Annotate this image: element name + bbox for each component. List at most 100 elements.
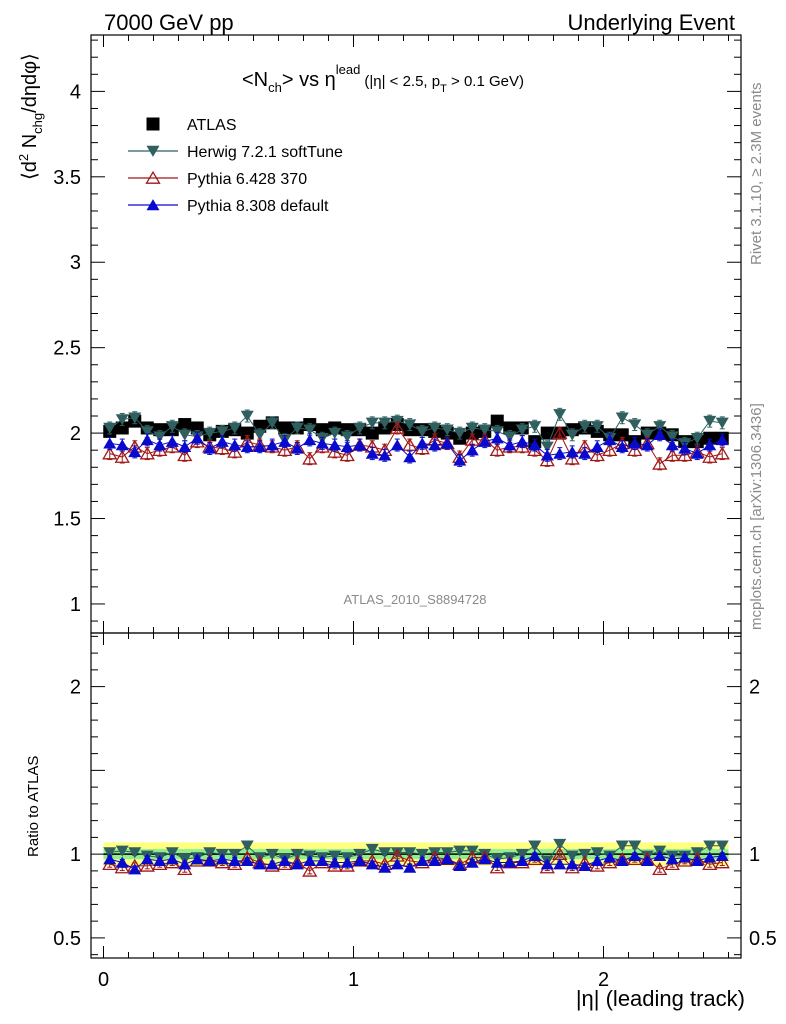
data-point [340,440,354,452]
legend-marker [146,199,160,211]
y-tick-label-right: 0.5 [749,928,777,950]
data-point [114,449,130,463]
y-tick-label: 3 [70,252,81,274]
data-point [628,437,642,449]
data-point [578,447,592,459]
data-point [327,444,343,458]
data-point [440,424,454,436]
data-point [165,421,179,433]
data-point [340,856,354,868]
legend-marker [146,145,160,157]
data-point [602,443,618,457]
series-pythia-8-308-default [103,428,729,467]
data-point [578,421,592,433]
data-point [328,439,342,451]
data-point [140,426,154,438]
data-point [339,448,355,462]
data-point [503,431,517,443]
data-point [278,435,292,447]
data-point [565,850,579,862]
data-point [302,451,318,465]
data-point [478,424,492,436]
series-pythia-8-308-default [103,849,729,875]
data-point [415,426,429,438]
data-point [478,435,492,447]
data-point [115,421,129,435]
data-point [378,417,392,429]
data-point [590,847,604,859]
data-point [465,422,479,434]
data-point [365,426,379,440]
y-tick-label: 2 [70,677,81,699]
data-point [203,427,217,439]
data-point [415,437,429,449]
data-point [665,853,679,865]
data-point [578,860,592,872]
data-point [489,443,505,457]
data-point [265,858,279,870]
data-point [540,426,554,440]
legend-item-atlas: ATLAS [146,117,237,134]
data-point [653,428,667,441]
data-point [690,854,704,867]
data-point [378,847,392,859]
y-tick-label: 3.5 [53,167,81,189]
data-point [703,439,717,451]
rivet-label: Rivet 3.1.10, ≥ 2.3M events [748,83,765,266]
y-tick-label-right: 1 [749,844,760,866]
y-tick-label: 2 [70,423,81,445]
data-point [615,428,629,442]
data-point [564,451,580,465]
data-point [303,854,317,867]
data-point [390,439,404,451]
data-point [528,421,542,433]
data-point [578,848,592,860]
legend-label: Pythia 6.428 370 [187,171,307,188]
data-point [203,847,217,859]
data-point [228,439,242,451]
y-tick-label: 1 [70,844,81,866]
data-point [677,448,693,462]
data-point [315,437,329,449]
data-point [565,858,579,870]
data-point [490,856,504,868]
data-point [165,435,179,447]
y-tick-label-right: 2 [749,677,760,699]
data-point [240,854,254,867]
data-point [553,409,567,421]
data-point [328,427,342,439]
data-point [540,858,554,870]
data-point [690,433,704,445]
data-point [415,854,429,867]
data-point [215,426,229,438]
data-point [203,442,217,454]
data-point [240,410,254,422]
x-tick-label: 0 [98,969,109,991]
data-point [678,442,692,454]
data-point [389,420,405,434]
analysis-watermark: ATLAS_2010_S8894728 [344,592,487,607]
data-point [128,863,142,875]
data-point [628,849,642,862]
series-herwig-7-2-1-softtune [103,838,729,867]
ratio-panel: 0 1 2 0.5 0.5 1 1 2 2 [53,632,777,991]
data-point [302,863,318,877]
legend-item-herwig-7-2-1-softtune: Herwig 7.2.1 softTune [128,144,343,161]
x-tick-label: 2 [598,969,609,991]
data-point [253,440,267,452]
data-point [703,431,717,445]
data-point [714,446,730,460]
data-point [703,415,717,427]
data-point [615,412,629,424]
data-point [453,845,467,857]
data-point [165,853,179,865]
data-point [215,435,229,447]
data-point [490,432,504,444]
data-point [328,856,342,868]
data-point [628,419,642,431]
data-point [515,848,529,860]
data-point [228,848,242,860]
data-point [139,446,155,460]
data-point [702,857,718,871]
data-point [590,854,604,867]
